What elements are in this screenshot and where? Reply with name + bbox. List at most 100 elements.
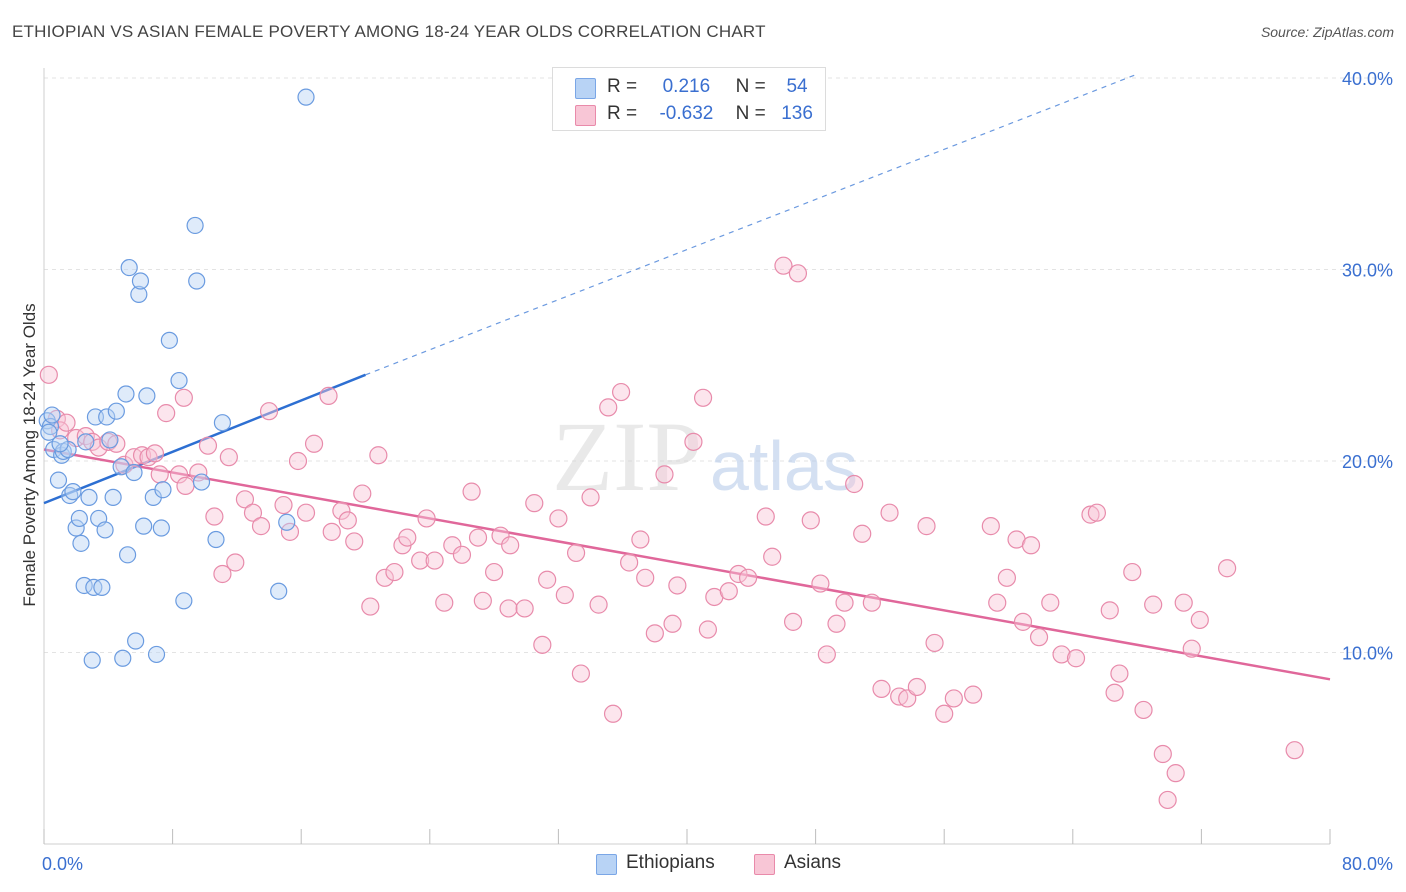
asians-point [174,388,193,407]
asians-point [385,562,404,582]
ethiopians-point [188,272,206,290]
asians-point [39,365,58,384]
r-value: 0.216 [662,76,711,97]
ethiopians-point [170,371,188,390]
ethiopians-point [98,408,116,426]
asians-point [322,522,341,541]
ethiopians-point [77,433,95,451]
asians-point [361,597,380,616]
asians-point [1052,645,1071,664]
ethiopians-point [64,483,82,501]
asians-point [917,517,936,536]
asians-point [964,685,983,704]
asians-point [620,553,639,572]
ethiopians-point [107,402,125,420]
asians-point [783,612,803,631]
ethiopians-point [152,519,170,537]
asians-point [169,465,189,484]
asians-point [443,536,462,555]
ethiopians-point [96,521,114,539]
asians-point [631,530,650,549]
ethiopians-point [72,534,90,552]
x-tick-label-min: 0.0% [42,854,83,874]
y-tick-label: 20.0% [1342,452,1393,472]
asians-point [353,484,372,503]
asians-point [205,507,224,526]
asians-point [589,595,608,614]
ethiopians-point [93,578,111,596]
asians-point [817,645,836,664]
asians-point [452,545,472,564]
asians-point [698,620,717,639]
asians-point [880,503,899,522]
asians-point [296,503,316,522]
asians-point [1021,536,1041,555]
ethiopians-point [131,272,150,290]
asians-point [719,582,738,601]
asians-point [304,434,324,453]
ethiopians-legend-swatch [596,854,617,875]
asians-point [226,553,245,572]
asians-point [538,570,557,589]
asians-point [636,568,655,587]
asians-legend-label: Asians [784,852,842,873]
asians-point [827,614,846,633]
asians-point [213,564,232,584]
ethiopians-point [186,216,204,235]
tick-labels: 10.0% 20.0% 30.0% 40.0% 0.0% 80.0% [42,69,1393,874]
asians-point [738,568,758,587]
asians-point [603,704,623,723]
asians-point [1166,764,1185,783]
asians-point [473,591,492,610]
asians-point [259,402,279,421]
asians-point [925,633,944,653]
asians-point [1081,505,1100,524]
n-label: N = [735,103,766,124]
ethiopians-point [118,546,137,564]
asians-point [1110,664,1129,683]
asians-point [981,517,1000,536]
asians-point [1123,562,1142,582]
asians-point [468,528,488,547]
grid-lines [44,77,1392,653]
asians-point [417,509,436,528]
asians-point [462,482,481,501]
asians-point [935,704,954,723]
ethiopians-point [70,509,88,528]
asians-point [411,551,430,570]
source-label: Source: ZipAtlas.com [1260,24,1394,40]
asians-point [332,501,351,520]
ethiopians-swatch [575,78,596,99]
asians-point [566,543,586,563]
asians-point [1190,610,1209,630]
y-tick-label: 10.0% [1342,644,1393,664]
watermark-zip: ZIP [552,401,702,512]
asians-point [549,509,568,528]
ethiopians-point [104,488,122,506]
asians-point [369,446,388,465]
asians-point [319,386,338,405]
ethiopians-point [213,414,232,432]
ethiopians-trend-line [43,373,366,505]
asians-legend-swatch [754,854,775,875]
asians-point [811,574,830,593]
ethiopians-point [83,651,101,669]
chart-title: ETHIOPIAN VS ASIAN FEMALE POVERTY AMONG … [12,22,766,41]
r-label: R = [607,76,638,97]
asians-trend-line [43,448,1331,681]
asians-point [398,528,417,547]
ethiopians-legend-label: Ethiopians [626,852,715,873]
asians-point [756,507,775,526]
asians-point [1134,700,1153,720]
ethiopians-point [114,649,132,667]
asians-point [338,511,357,530]
ethiopians-point [130,285,148,303]
asians-point [1285,741,1304,760]
asians-point [57,413,76,432]
asians-point [763,547,782,566]
asians-point [555,585,574,605]
ethiopians-point [101,431,119,449]
ethiopians-point [67,519,85,537]
asians-point [145,444,165,463]
ethiopians-point [154,481,172,499]
